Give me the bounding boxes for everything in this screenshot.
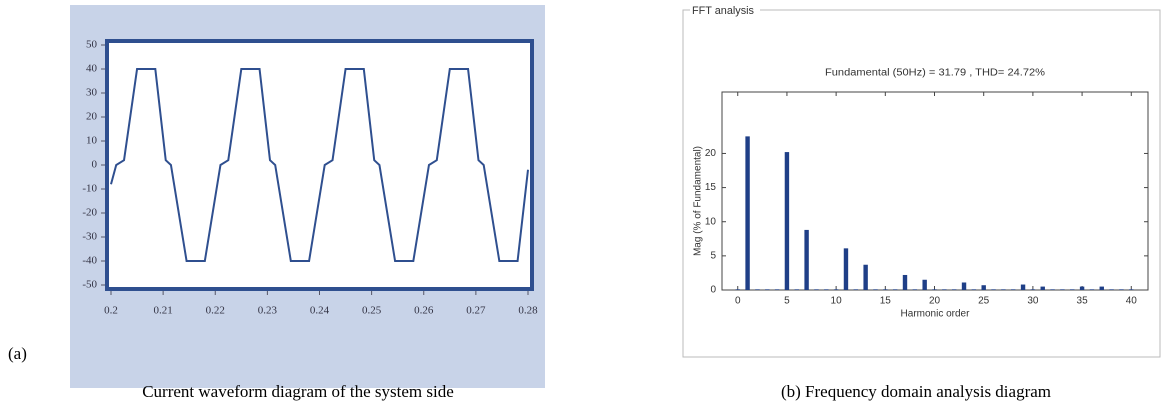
bar [784,152,790,290]
x-tick-label: 0.26 [414,305,434,317]
x-tick-label: 0.2 [104,305,118,317]
bar [1070,289,1075,290]
bar [902,274,908,290]
x-tick-label: 0.27 [466,305,486,317]
y-tick-label: 30 [86,87,98,99]
y-tick-label: 40 [86,63,98,75]
waveform-line [110,68,529,262]
bar [1050,289,1055,290]
bar [981,285,986,290]
bar [794,289,799,290]
bar [1109,289,1114,290]
y-tick-label: 10 [705,216,717,227]
bar [745,136,750,290]
bar [1001,289,1006,290]
bar [755,289,760,290]
bar [922,279,927,290]
x-tick-label: 0.21 [154,305,173,317]
y-tick-label: -40 [82,255,97,267]
caption: Current waveform diagram of the system s… [142,382,454,401]
bar [932,289,937,290]
bar [971,289,977,290]
bar [804,229,809,290]
bar [833,289,839,290]
bar [1030,289,1036,290]
bar [892,289,898,290]
y-tick-label: -20 [82,207,97,219]
x-tick-label: 0.23 [258,305,278,317]
bar [1119,289,1124,290]
x-tick-label: 0.25 [362,305,382,317]
bar [873,289,878,290]
x-tick-label: 10 [831,296,843,307]
y-tick-label: -30 [82,231,97,243]
y-tick-label: 15 [705,182,717,193]
bar [951,289,957,290]
group-box-label: FFT analysis [692,5,754,17]
x-tick-label: 0.24 [310,305,330,317]
chart-subtitle: Fundamental (50Hz) = 31.79 , THD= 24.72% [825,68,1045,79]
x-tick-label: 15 [880,296,892,307]
caption: (b) Frequency domain analysis diagram [781,382,1051,401]
y-tick-label: 0 [92,159,98,171]
plot-area [721,91,1149,291]
x-tick-label: 40 [1126,296,1138,307]
bar [961,282,967,290]
x-tick-label: 0 [735,296,741,307]
bar [853,289,859,290]
bar [1060,289,1065,290]
bar [774,289,780,290]
bar [1011,289,1016,290]
y-tick-label: 5 [710,251,716,262]
plot-area [105,39,534,291]
y-tick-label: -50 [82,279,97,291]
bar [1040,286,1045,290]
bar [1089,289,1095,290]
bar [824,289,829,290]
x-tick-label: 35 [1077,296,1089,307]
y-tick-label: 0 [710,285,716,296]
bar [912,289,918,290]
bar [843,248,849,290]
x-axis-label: Harmonic order [901,309,971,320]
x-tick-label: 30 [1027,296,1039,307]
bar [814,289,819,290]
y-tick-label: 20 [705,148,717,159]
bar [1079,286,1085,290]
y-tick-label: 20 [86,111,98,123]
group-box-label-background [690,4,760,18]
y-tick-label: 10 [86,135,98,147]
bar [735,289,740,290]
x-tick-label: 20 [929,296,941,307]
y-axis-label: Mag (% of Fundamental) [693,146,704,256]
bar [1099,286,1104,290]
panel-label: (a) [8,344,27,363]
y-tick-label: -10 [82,183,97,195]
x-tick-label: 25 [978,296,990,307]
bar [1129,289,1134,290]
bar [1020,284,1026,290]
x-tick-label: 0.28 [518,305,538,317]
y-tick-label: 50 [86,39,98,51]
bar [863,264,868,290]
x-tick-label: 5 [784,296,790,307]
bar [765,289,770,290]
bar [991,289,996,290]
bar [883,289,888,290]
x-tick-label: 0.22 [206,305,225,317]
bar [942,289,947,290]
